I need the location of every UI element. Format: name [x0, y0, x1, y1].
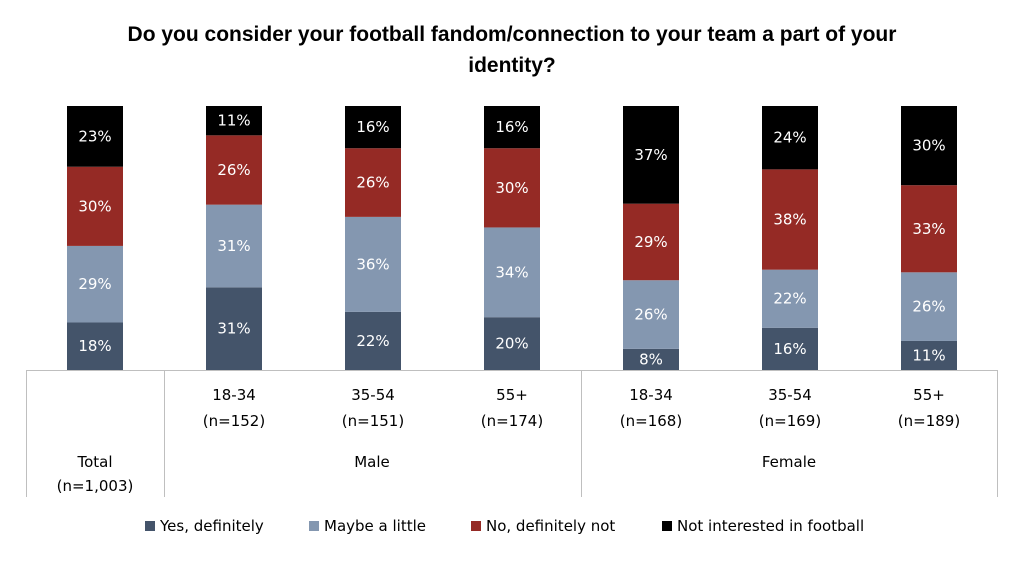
tick-label: (n=1,003)	[57, 477, 134, 495]
data-label: 29%	[634, 233, 667, 251]
data-label: 26%	[912, 298, 945, 316]
bar-segment	[67, 166, 123, 246]
bar-segment	[484, 148, 540, 228]
data-label: 31%	[217, 237, 250, 255]
chart-title-line-1: Do you consider your football fandom/con…	[128, 23, 897, 46]
bar-segment	[901, 106, 957, 186]
legend-entry: Maybe a little	[324, 517, 426, 535]
data-label: 24%	[773, 129, 806, 147]
bar-segment	[623, 348, 679, 370]
bar-segment	[345, 216, 401, 312]
bar-segment	[901, 340, 957, 370]
bar-segment	[484, 227, 540, 318]
bar-segment	[762, 169, 818, 270]
data-label: 36%	[356, 255, 389, 273]
data-label: 30%	[78, 197, 111, 215]
category-labels: Total (n=1,003) 18-34 (n=152) 35-54 (n=151) 55…	[57, 386, 961, 495]
tick-label: 18-34	[212, 386, 256, 404]
tick-label: Total	[76, 453, 112, 471]
tick-label: (n=152)	[203, 412, 265, 430]
tick-label: (n=168)	[620, 412, 682, 430]
tick-label: 35-54	[351, 386, 395, 404]
data-label: 16%	[773, 340, 806, 358]
bar-segment	[345, 106, 401, 149]
data-label: 38%	[773, 211, 806, 229]
data-label: 16%	[356, 118, 389, 136]
bar-segment	[67, 245, 123, 323]
bar-segment	[206, 287, 262, 370]
data-label: 26%	[356, 174, 389, 192]
bar-segment	[345, 148, 401, 217]
legend-entry: Not interested in football	[677, 517, 864, 535]
data-label: 34%	[495, 263, 528, 281]
data-label: 26%	[634, 306, 667, 324]
group-label: Female	[762, 453, 816, 471]
bar-segment	[623, 280, 679, 349]
data-label: 20%	[495, 335, 528, 353]
bar-segment	[206, 135, 262, 205]
data-label: 37%	[634, 146, 667, 164]
bar-segment	[484, 317, 540, 370]
chart-title-line-2: identity?	[468, 54, 556, 77]
data-label: 11%	[912, 346, 945, 364]
bar-segment	[623, 106, 679, 204]
data-label: 22%	[356, 332, 389, 350]
bar-segment	[345, 311, 401, 370]
bar-segment	[484, 106, 540, 149]
bar-segment	[623, 203, 679, 281]
bar-segment	[901, 185, 957, 273]
bar-segment	[762, 269, 818, 328]
data-label: 8%	[639, 350, 663, 368]
tick-label: (n=174)	[481, 412, 543, 430]
bar-segment	[762, 327, 818, 370]
legend: Yes, definitely Maybe a little No, definit…	[145, 517, 864, 535]
data-label: 11%	[217, 112, 250, 130]
data-label: 31%	[217, 320, 250, 338]
data-label: 16%	[495, 118, 528, 136]
tick-label: 55+	[913, 386, 945, 404]
bar-segment	[206, 204, 262, 288]
tick-label: (n=169)	[759, 412, 821, 430]
legend-swatch	[471, 521, 481, 531]
bar-segment	[67, 322, 123, 370]
data-label: 30%	[912, 137, 945, 155]
data-label: 29%	[78, 275, 111, 293]
data-label: 23%	[78, 127, 111, 145]
tick-label: (n=151)	[342, 412, 404, 430]
legend-swatch	[309, 521, 319, 531]
legend-swatch	[662, 521, 672, 531]
legend-entry: Yes, definitely	[159, 517, 264, 535]
tick-label: 55+	[496, 386, 528, 404]
bar-segment	[901, 272, 957, 341]
group-label: Male	[354, 453, 390, 471]
legend-entry: No, definitely not	[486, 517, 615, 535]
data-label: 30%	[495, 179, 528, 197]
data-label: 33%	[912, 220, 945, 238]
legend-swatch	[145, 521, 155, 531]
bar-segment	[762, 106, 818, 170]
category-table-lines	[26, 370, 998, 497]
data-label: 26%	[217, 161, 250, 179]
tick-label: (n=189)	[898, 412, 960, 430]
bar-segment	[67, 106, 123, 167]
data-label: 18%	[78, 337, 111, 355]
bars-group: 18% 29% 30% 23% 31% 31% 26% 11% 22% 36% 26% 16% 20% 3…	[67, 106, 957, 370]
data-label: 22%	[773, 290, 806, 308]
tick-label: 18-34	[629, 386, 673, 404]
bar-segment	[206, 106, 262, 136]
tick-label: 35-54	[768, 386, 812, 404]
